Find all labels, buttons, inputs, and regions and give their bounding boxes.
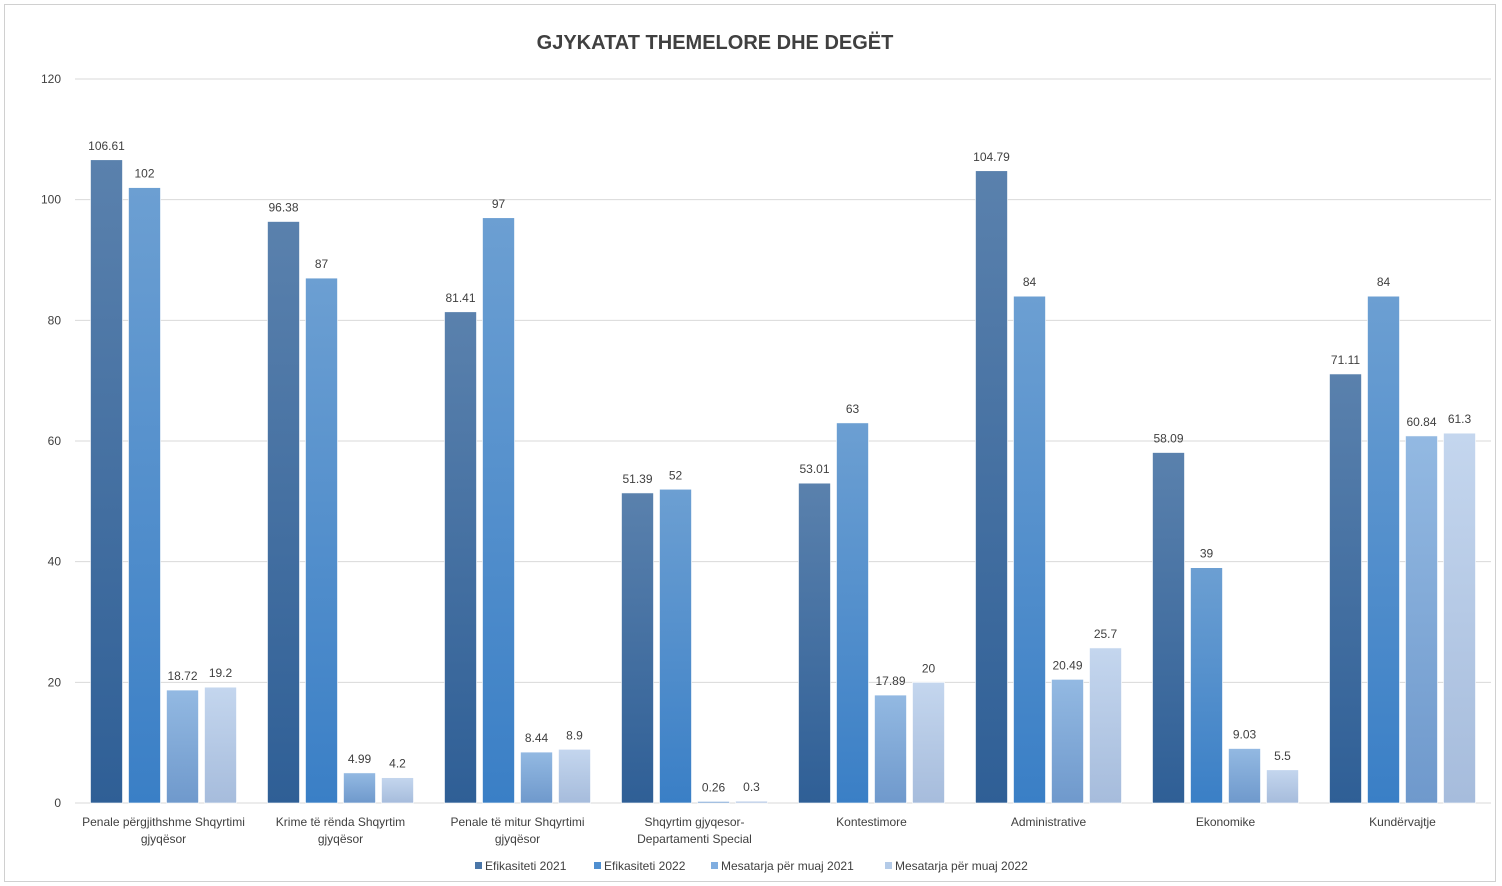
data-label: 39	[1200, 547, 1214, 561]
data-label: 87	[315, 257, 329, 271]
data-label: 5.5	[1274, 749, 1291, 763]
category-label: Krime të rënda Shqyrtim	[276, 815, 405, 829]
data-labels: 106.61 102 18.72 19.2 96.38 87 4.99 4.2 81.41 97 8…	[88, 139, 1471, 795]
bar	[166, 689, 199, 804]
data-label: 20.49	[1052, 658, 1082, 672]
bar	[874, 694, 907, 804]
legend-swatch	[594, 862, 601, 869]
bar	[697, 801, 730, 804]
bar	[912, 682, 945, 804]
bar	[621, 492, 654, 804]
bar	[1266, 769, 1299, 804]
data-label: 17.89	[875, 674, 905, 688]
bar	[267, 221, 300, 804]
bar	[798, 482, 831, 804]
legend-swatch	[885, 862, 892, 869]
data-label: 106.61	[88, 139, 125, 153]
data-label: 104.79	[973, 150, 1010, 164]
bar	[90, 159, 123, 804]
data-label: 84	[1023, 275, 1037, 289]
bar	[1228, 748, 1261, 804]
bar	[1051, 679, 1084, 804]
legend-swatch	[711, 862, 718, 869]
category-label: Shqyrtim gjyqesor-	[644, 815, 744, 829]
data-label: 0.26	[702, 780, 726, 794]
bar	[1152, 452, 1185, 804]
data-label: 0.3	[743, 780, 760, 794]
data-label: 102	[134, 167, 154, 181]
bar	[305, 277, 338, 804]
y-tick-label: 60	[48, 434, 62, 448]
category-label: gjyqësor	[141, 832, 186, 846]
data-label: 8.44	[525, 731, 549, 745]
bar	[444, 311, 477, 804]
data-label: 61.3	[1448, 412, 1472, 426]
legend-label: Mesatarja për muaj 2022	[895, 859, 1028, 873]
chart-frame: GJYKATAT THEMELORE DHE DEGËT 0 20 40 60 80 10…	[4, 4, 1496, 882]
data-label: 53.01	[799, 462, 829, 476]
data-label: 58.09	[1153, 432, 1183, 446]
category-label: Kontestimore	[836, 815, 907, 829]
bar	[204, 686, 237, 804]
bar	[659, 488, 692, 804]
bar	[836, 422, 869, 804]
y-tick-label: 120	[41, 72, 61, 86]
chart-title: GJYKATAT THEMELORE DHE DEGËT	[537, 31, 894, 54]
data-label: 4.99	[348, 752, 372, 766]
data-label: 18.72	[167, 669, 197, 683]
y-tick-label: 40	[48, 555, 62, 569]
bar	[1329, 373, 1362, 804]
bar	[1367, 295, 1400, 804]
bar	[128, 187, 161, 804]
data-label: 25.7	[1094, 627, 1118, 641]
bar	[1190, 567, 1223, 804]
legend: Efikasiteti 2021 Efikasiteti 2022 Mesatarj…	[475, 859, 1028, 873]
data-label: 52	[669, 468, 683, 482]
data-label: 51.39	[622, 472, 652, 486]
category-label: gjyqësor	[495, 832, 540, 846]
data-label: 96.38	[268, 201, 298, 215]
data-label: 84	[1377, 275, 1391, 289]
legend-label: Mesatarja për muaj 2021	[721, 859, 854, 873]
y-tick-label: 100	[41, 193, 61, 207]
bar	[482, 217, 515, 804]
y-tick-label: 80	[48, 313, 62, 327]
category-label: Ekonomike	[1196, 815, 1256, 829]
category-label: gjyqësor	[318, 832, 363, 846]
data-label: 19.2	[209, 666, 233, 680]
y-axis-ticks: 0 20 40 60 80 100 120	[41, 72, 61, 810]
data-label: 63	[846, 402, 860, 416]
data-label: 20	[922, 661, 936, 675]
bar-chart: GJYKATAT THEMELORE DHE DEGËT 0 20 40 60 80 10…	[41, 31, 1491, 873]
category-label: Penale të mitur Shqyrtimi	[450, 815, 584, 829]
bar	[558, 749, 591, 804]
category-label: Kundërvajtje	[1369, 815, 1436, 829]
category-label: Penale përgjithshme Shqyrtimi	[82, 815, 245, 829]
legend-label: Efikasiteti 2022	[604, 859, 686, 873]
data-label: 9.03	[1233, 728, 1257, 742]
bar	[735, 800, 768, 804]
data-label: 60.84	[1406, 415, 1436, 429]
data-label: 97	[492, 197, 506, 211]
data-label: 4.2	[389, 757, 406, 771]
legend-swatch	[475, 862, 482, 869]
bar	[1405, 435, 1438, 804]
data-label: 8.9	[566, 728, 583, 742]
bar	[1443, 432, 1476, 804]
bars	[90, 159, 1476, 804]
y-tick-label: 0	[54, 796, 61, 810]
data-label: 81.41	[445, 291, 475, 305]
category-labels: Penale përgjithshme Shqyrtimi gjyqësor Kri…	[82, 815, 1436, 846]
bar	[1013, 295, 1046, 804]
bar	[975, 170, 1008, 804]
y-tick-label: 20	[48, 675, 62, 689]
data-label: 71.11	[1331, 353, 1360, 367]
bar	[520, 751, 553, 804]
bar	[1089, 647, 1122, 804]
legend-label: Efikasiteti 2021	[485, 859, 567, 873]
bar	[381, 777, 414, 804]
bar	[343, 772, 376, 804]
category-label: Departamenti Special	[637, 832, 752, 846]
category-label: Administrative	[1011, 815, 1087, 829]
